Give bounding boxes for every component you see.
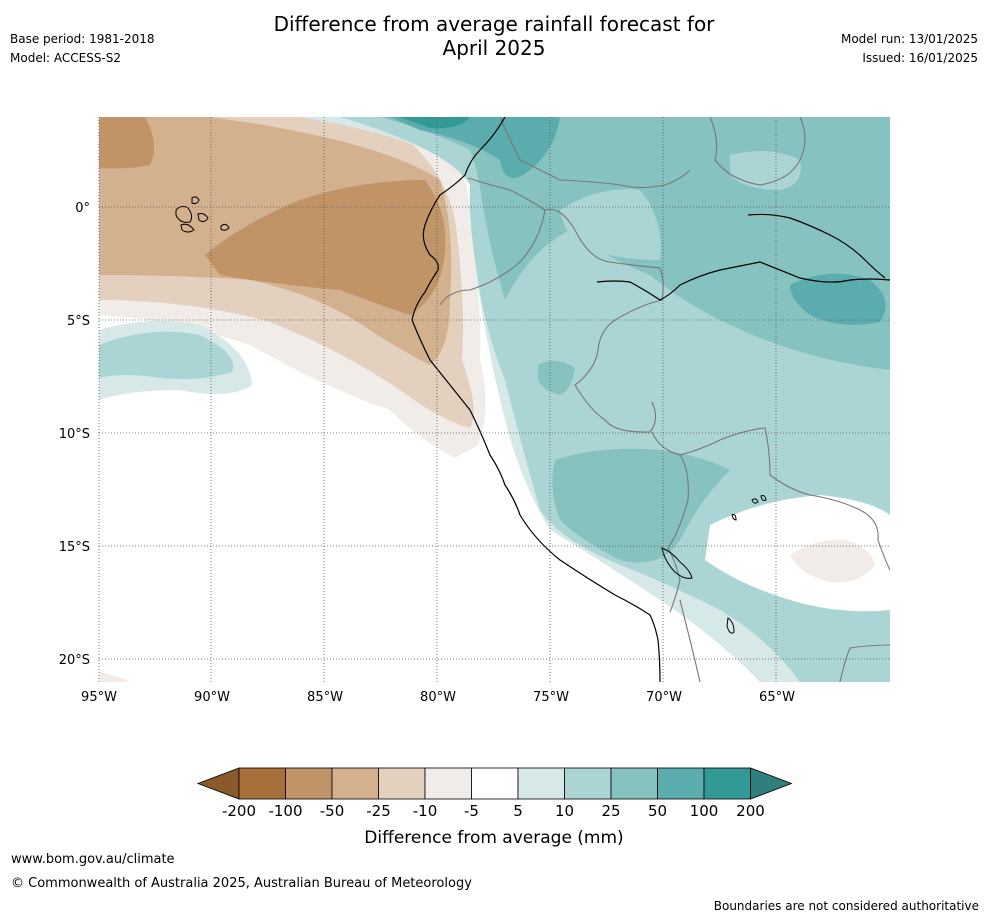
footer-copyright: © Commonwealth of Australia 2025, Austra…: [11, 876, 472, 891]
chart-title: Difference from average rainfall forecas…: [0, 12, 988, 60]
border-north-3: [839, 644, 890, 682]
colorbar-tick-label: 200: [736, 802, 765, 820]
small-lake-1: [751, 498, 759, 504]
colorbar-extension-high: [750, 767, 793, 800]
base-info: Base period: 1981-2018 Model: ACCESS-S2: [10, 30, 155, 68]
coastline-pacific: [411, 117, 661, 682]
colorbar-tick-label: -10: [413, 802, 438, 820]
dry-band-50: [99, 117, 446, 315]
border-bolivia-brazil: [679, 427, 890, 571]
lat-label: 10°S: [59, 427, 90, 442]
wet-band-100: [400, 117, 470, 129]
small-lake-2: [760, 495, 767, 501]
colorbar-tick-label: 50: [648, 802, 667, 820]
country-borders: [439, 117, 890, 682]
lon-label: 90°W: [194, 690, 230, 705]
lat-label: 15°S: [59, 540, 90, 555]
model-name: Model: ACCESS-S2: [10, 51, 122, 65]
map-fill-layer: [99, 117, 890, 682]
colorbar-tick-label: 10: [555, 802, 574, 820]
latitude-labels: 0° 5°S 10°S 15°S 20°S: [59, 201, 90, 668]
border-peru-bolivia: [651, 431, 689, 613]
colorbar-swatch: [564, 767, 612, 800]
colorbar-extension-low: [196, 767, 240, 800]
footer-disclaimer: Boundaries are not considered authoritat…: [713, 899, 979, 913]
colorbar-tick-label: -25: [366, 802, 391, 820]
lake-poopo: [726, 617, 735, 634]
border-chile-argentina: [679, 599, 701, 682]
colorbar-swatch: [657, 767, 705, 800]
colorbar-swatch: [378, 767, 426, 800]
footer-url: www.bom.gov.au/climate: [11, 852, 175, 867]
galapagos-island-2: [191, 196, 200, 205]
title-line-2: April 2025: [442, 36, 546, 60]
colorbar-tick-label: -50: [320, 802, 345, 820]
colorbar-tick-label: 100: [690, 802, 719, 820]
dry-blob-southeast: [790, 539, 875, 583]
colorbar-tick-label: 5: [513, 802, 523, 820]
colorbar-tick-label: -5: [464, 802, 479, 820]
issued-date: Issued: 16/01/2025: [862, 51, 978, 65]
colorbar: -200 -100 -50 -25 -10 -5 5 10 25 50 100 200: [196, 767, 793, 820]
lake-titicaca: [661, 547, 693, 579]
base-period: Base period: 1981-2018: [10, 32, 155, 46]
gridlines: [98, 117, 890, 682]
lon-label: 75°W: [533, 690, 569, 705]
lon-label: 70°W: [646, 690, 682, 705]
border-north-2: [709, 117, 806, 186]
colorbar-tick-label: 25: [601, 802, 620, 820]
model-run: Model run: 13/01/2025: [840, 32, 978, 46]
colorbar-tick-label: -200: [222, 802, 256, 820]
colorbar-swatch: [424, 767, 472, 800]
colorbar-swatch: [285, 767, 333, 800]
coastline: [411, 117, 890, 682]
colorbar-swatch: [517, 767, 565, 800]
wet-band-25: [380, 117, 890, 563]
galapagos-island-1: [175, 205, 193, 223]
lon-label: 65°W: [759, 690, 795, 705]
longitude-labels: 95°W 90°W 85°W 80°W 75°W 70°W 65°W: [81, 690, 795, 705]
islands: [175, 196, 767, 634]
border-ecuador-peru: [439, 209, 546, 306]
colorbar-swatch: [471, 767, 519, 800]
small-lake-3: [731, 514, 737, 521]
colorbar-title: Difference from average (mm): [364, 828, 623, 848]
title-line-1: Difference from average rainfall forecas…: [273, 12, 715, 36]
lon-label: 95°W: [81, 690, 117, 705]
colorbar-tick-label: -100: [268, 802, 302, 820]
colorbar-swatch: [703, 767, 751, 800]
wet-band-50: [390, 117, 886, 325]
lon-label: 85°W: [307, 690, 343, 705]
border-colombia-ecuador: [467, 177, 664, 301]
lat-label: 5°S: [67, 314, 90, 329]
galapagos-island-5: [220, 223, 230, 231]
dry-blob-southwest: [99, 672, 130, 682]
wet-ocean-west-inner: [99, 331, 234, 380]
colorbar-swatch: [610, 767, 658, 800]
border-north-1: [499, 117, 691, 189]
colorbar-swatch: [238, 767, 286, 800]
run-info: Model run: 13/01/2025 Issued: 16/01/2025: [841, 30, 978, 68]
river-negro: [747, 213, 886, 279]
wet-blob-north-2: [730, 151, 801, 190]
colorbar-swatch: [331, 767, 379, 800]
lat-label: 0°: [75, 201, 90, 216]
lat-label: 20°S: [59, 653, 90, 668]
river-amazon: [596, 261, 890, 301]
lon-label: 80°W: [420, 690, 456, 705]
galapagos-island-4: [180, 223, 195, 233]
galapagos-island-3: [197, 213, 209, 223]
